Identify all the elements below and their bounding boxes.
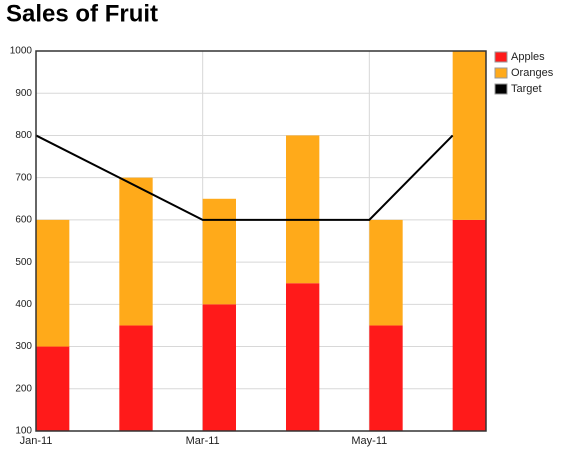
bar	[452, 51, 486, 220]
line	[35, 134, 454, 221]
chart-title: Sales of Fruit	[6, 0, 158, 27]
bar	[202, 304, 236, 431]
legend-label: Oranges	[511, 67, 554, 79]
bar	[119, 325, 153, 431]
y-tick-label: 600	[15, 215, 32, 226]
legend-swatch	[494, 67, 508, 79]
y-tick-label: 1000	[10, 46, 33, 57]
bar	[369, 219, 403, 326]
plot-frame	[35, 50, 487, 432]
x-tick-label: Jan-11	[20, 435, 53, 447]
y-tick-label: 900	[15, 88, 32, 99]
bar	[202, 198, 236, 305]
y-tick-label: 500	[15, 257, 32, 268]
legend-label: Apples	[511, 51, 545, 63]
y-tick-label: 100	[15, 426, 32, 437]
y-tick-label: 400	[15, 299, 32, 310]
bar	[369, 325, 403, 431]
bar	[286, 135, 320, 284]
y-tick-label: 800	[15, 130, 32, 141]
y-tick-label: 700	[15, 172, 32, 183]
bar	[36, 346, 70, 431]
x-tick-label: Mar-11	[186, 435, 220, 447]
y-tick-label: 300	[15, 341, 32, 352]
legend-swatch	[494, 83, 508, 95]
bar	[36, 219, 70, 347]
bar	[452, 219, 486, 431]
bar	[286, 283, 320, 431]
bar	[119, 177, 153, 326]
legend-swatch	[494, 51, 508, 63]
y-tick-label: 200	[15, 383, 32, 394]
x-tick-label: May-11	[351, 435, 387, 447]
legend-label: Target	[511, 83, 542, 95]
